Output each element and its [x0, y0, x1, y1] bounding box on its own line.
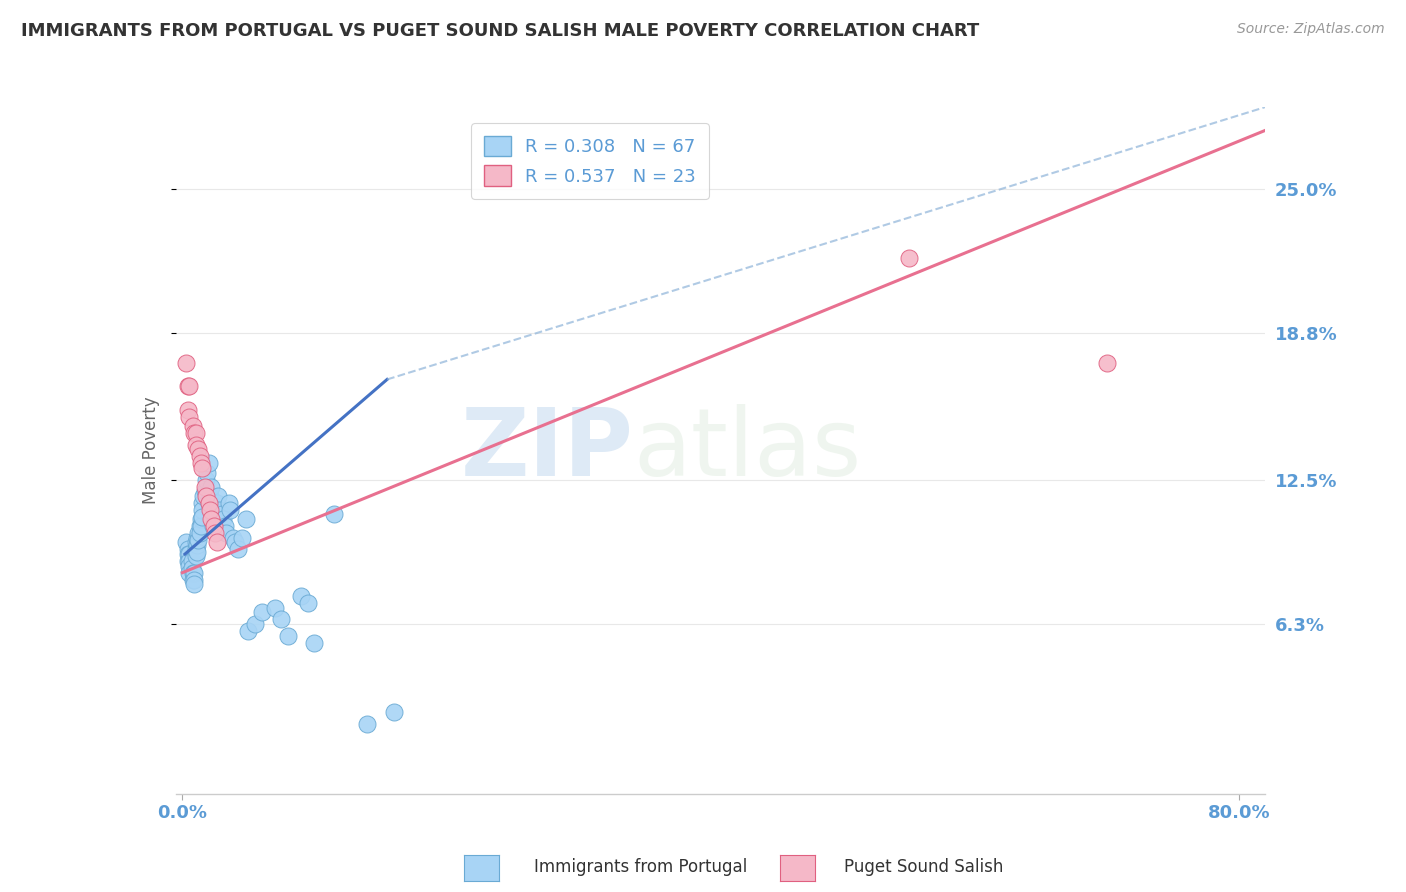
- Point: [176, 542, 198, 557]
- Point: [250, 605, 273, 619]
- Point: [221, 531, 243, 545]
- Point: [176, 535, 198, 549]
- Point: [207, 489, 229, 503]
- Point: [382, 706, 405, 720]
- Point: [191, 496, 214, 510]
- Text: Source: ZipAtlas.com: Source: ZipAtlas.com: [1237, 22, 1385, 37]
- Point: [194, 479, 217, 493]
- Point: [226, 542, 249, 557]
- Point: [297, 596, 319, 610]
- Point: [356, 717, 378, 731]
- Point: [177, 566, 200, 580]
- Point: [184, 425, 207, 440]
- Point: [231, 531, 253, 545]
- Point: [176, 379, 198, 393]
- Point: [195, 489, 218, 503]
- Point: [897, 252, 920, 266]
- Point: [181, 573, 204, 587]
- Point: [177, 379, 200, 393]
- Point: [184, 542, 207, 557]
- Point: [212, 512, 235, 526]
- Y-axis label: Male Poverty: Male Poverty: [142, 397, 160, 504]
- Point: [214, 519, 236, 533]
- Point: [187, 526, 209, 541]
- Point: [184, 535, 207, 549]
- Legend: R = 0.308   N = 67, R = 0.537   N = 23: R = 0.308 N = 67, R = 0.537 N = 23: [471, 123, 709, 199]
- Point: [184, 437, 207, 451]
- Point: [197, 456, 219, 470]
- Point: [205, 535, 228, 549]
- Point: [183, 573, 205, 587]
- Point: [238, 624, 260, 638]
- Point: [304, 635, 326, 649]
- Text: IMMIGRANTS FROM PORTUGAL VS PUGET SOUND SALISH MALE POVERTY CORRELATION CHART: IMMIGRANTS FROM PORTUGAL VS PUGET SOUND …: [21, 22, 980, 40]
- Point: [198, 503, 221, 517]
- Point: [177, 558, 200, 573]
- Point: [188, 526, 211, 541]
- Point: [218, 496, 240, 510]
- Point: [270, 612, 292, 626]
- Point: [197, 466, 219, 480]
- Point: [183, 425, 205, 440]
- Point: [187, 533, 209, 547]
- Point: [235, 512, 257, 526]
- Point: [215, 526, 238, 541]
- Text: Immigrants from Portugal: Immigrants from Portugal: [534, 858, 748, 876]
- Point: [177, 547, 200, 561]
- Point: [263, 600, 285, 615]
- Point: [277, 629, 299, 643]
- Point: [243, 616, 266, 631]
- Point: [197, 496, 219, 510]
- Point: [208, 503, 231, 517]
- Point: [204, 503, 226, 517]
- Point: [183, 566, 205, 580]
- Text: atlas: atlas: [633, 404, 862, 497]
- Point: [201, 519, 224, 533]
- Point: [191, 503, 214, 517]
- Point: [180, 554, 202, 568]
- Point: [224, 535, 246, 549]
- Point: [200, 479, 222, 493]
- Point: [177, 554, 200, 568]
- Point: [1095, 356, 1118, 370]
- Point: [190, 456, 212, 470]
- Point: [180, 561, 202, 575]
- Point: [211, 508, 233, 522]
- Text: ZIP: ZIP: [461, 404, 633, 497]
- Point: [195, 473, 218, 487]
- Point: [191, 461, 214, 475]
- Point: [184, 549, 207, 564]
- Text: Puget Sound Salish: Puget Sound Salish: [844, 858, 1002, 876]
- Point: [190, 512, 212, 526]
- Point: [202, 519, 225, 533]
- Point: [181, 566, 204, 580]
- Point: [323, 508, 346, 522]
- Point: [176, 554, 198, 568]
- Point: [188, 519, 211, 533]
- Point: [177, 409, 200, 424]
- Point: [204, 512, 226, 526]
- Point: [176, 547, 198, 561]
- Point: [176, 356, 198, 370]
- Point: [187, 442, 209, 457]
- Point: [190, 519, 212, 533]
- Point: [197, 496, 219, 510]
- Point: [186, 545, 208, 559]
- Point: [200, 512, 222, 526]
- Point: [186, 531, 208, 545]
- Point: [205, 496, 228, 510]
- Point: [186, 538, 208, 552]
- Point: [204, 526, 226, 541]
- Point: [219, 503, 242, 517]
- Point: [181, 419, 204, 434]
- Point: [176, 402, 198, 417]
- Point: [191, 509, 214, 524]
- Point: [188, 450, 211, 464]
- Point: [198, 489, 221, 503]
- Point: [194, 484, 217, 499]
- Point: [290, 589, 312, 603]
- Point: [183, 577, 205, 591]
- Point: [193, 489, 215, 503]
